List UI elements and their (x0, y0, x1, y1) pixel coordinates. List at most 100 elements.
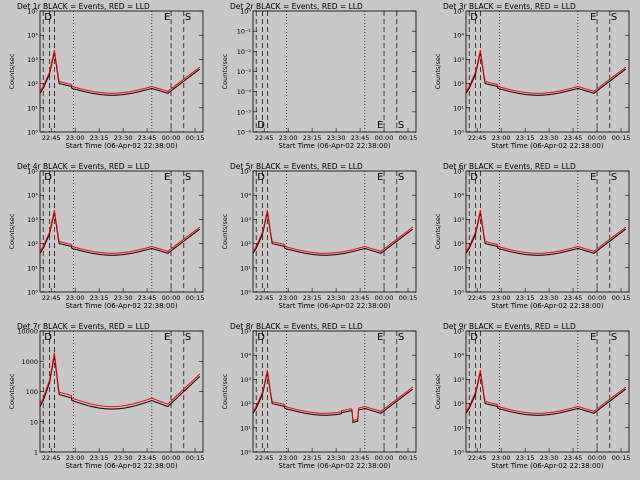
x-tick-label: 22:45 (255, 134, 274, 142)
x-axis-label: Start Time (06-Apr-02 22:38:00) (65, 142, 177, 150)
x-tick-label: 23:15 (90, 454, 109, 462)
y-tick-label: 10⁰ (240, 449, 251, 457)
y-axis-label: Counts/sec (434, 213, 442, 249)
x-tick-label: 00:15 (186, 294, 205, 302)
y-tick-label: 10² (240, 400, 251, 408)
x-tick-label: 23:45 (351, 134, 370, 142)
plot-frame (465, 170, 630, 293)
chart-title: Det 4r BLACK = Events, RED = LLD (17, 162, 150, 171)
x-axis-label: Start Time (06-Apr-02 22:38:00) (65, 462, 177, 470)
x-tick-label: 23:30 (114, 454, 133, 462)
x-tick-label: 23:45 (351, 294, 370, 302)
marker-d: D (44, 332, 52, 343)
marker-e: E (377, 332, 383, 343)
x-tick-label: 23:45 (138, 294, 157, 302)
x-tick-label: 22:45 (255, 294, 274, 302)
y-tick-label: 10⁴ (240, 352, 251, 360)
chart-svg: Det 3r BLACK = Events, RED = LLD 10⁰ 10¹ 10… (434, 2, 630, 150)
x-tick-label: 23:00 (66, 134, 85, 142)
detector-panel-3: Det 3r BLACK = Events, RED = LLD 10⁰ 10¹ 10… (426, 0, 639, 160)
chart-title: Det 9r BLACK = Events, RED = LLD (443, 322, 576, 331)
marker-s: S (185, 172, 191, 183)
x-tick-label: 23:30 (114, 294, 133, 302)
marker-s: S (398, 172, 404, 183)
y-tick-label: 10² (240, 240, 251, 248)
x-axis-label: Start Time (06-Apr-02 22:38:00) (491, 462, 603, 470)
chart-svg: Det 9r BLACK = Events, RED = LLD 10⁰ 10¹ 10… (434, 322, 630, 470)
y-tick-label: 10⁰ (453, 129, 464, 137)
x-tick-label: 22:45 (468, 454, 487, 462)
x-tick-label: 00:15 (399, 454, 418, 462)
y-tick-label: 10⁰ (453, 449, 464, 457)
x-tick-label: 00:15 (186, 454, 205, 462)
x-tick-label: 23:15 (90, 294, 109, 302)
x-tick-label: 23:15 (90, 134, 109, 142)
chart-svg: Det 1r BLACK = Events, RED = LLD 10⁰ 10¹ 10… (8, 2, 205, 150)
x-tick-label: 23:00 (279, 294, 298, 302)
chart-title: Det 3r BLACK = Events, RED = LLD (443, 2, 576, 11)
marker-e: E (164, 172, 170, 183)
marker-s: S (185, 12, 191, 23)
series-lld (39, 352, 201, 408)
y-tick-label: 10⁴ (453, 32, 464, 40)
chart-title: Det 2r BLACK = Events, RED = LLD (230, 2, 363, 11)
y-tick-label: 10³ (240, 216, 251, 224)
y-tick-label: 10⁵ (240, 328, 251, 336)
marker-e: E (590, 172, 596, 183)
y-tick-label: 10⁻⁴ (237, 88, 252, 96)
x-axis-label: Start Time (06-Apr-02 22:38:00) (491, 302, 603, 310)
y-tick-label: 10³ (453, 216, 464, 224)
marker-s: S (611, 332, 617, 343)
y-axis-label: Counts/sec (8, 373, 16, 409)
marker-d: D (257, 120, 265, 131)
x-tick-label: 23:45 (564, 454, 583, 462)
chart-title: Det 7r BLACK = Events, RED = LLD (17, 322, 150, 331)
y-tick-label: 10² (453, 80, 464, 88)
detector-panel-6: Det 6r BLACK = Events, RED = LLD 10⁰ 10¹ 10… (426, 160, 639, 320)
x-tick-label: 00:00 (162, 294, 181, 302)
y-tick-label: 10¹ (453, 424, 464, 432)
marker-d: D (44, 12, 52, 23)
detector-panel-2: Det 2r BLACK = Events, RED = LLD 10⁻⁶ 10⁻⁵… (213, 0, 426, 160)
series-lld (252, 210, 414, 254)
plot-frame (39, 10, 204, 133)
x-tick-label: 23:45 (564, 134, 583, 142)
y-tick-label: 1000 (21, 358, 38, 366)
series-lld (39, 50, 201, 94)
x-axis-label: Start Time (06-Apr-02 22:38:00) (65, 302, 177, 310)
x-tick-label: 23:15 (516, 294, 535, 302)
chart-svg: Det 7r BLACK = Events, RED = LLD 1 10 100 10… (8, 322, 205, 470)
y-tick-label: 10¹ (27, 264, 38, 272)
x-tick-label: 00:15 (612, 294, 631, 302)
y-tick-label: 10⁰ (240, 289, 251, 297)
x-tick-label: 00:15 (186, 134, 205, 142)
y-tick-label: 10⁵ (453, 328, 464, 336)
y-axis-label: Counts/sec (8, 213, 16, 249)
y-axis-label: Counts/sec (434, 53, 442, 89)
plot-frame (252, 10, 417, 133)
x-tick-label: 00:15 (399, 134, 418, 142)
chart-svg: Det 2r BLACK = Events, RED = LLD 10⁻⁶ 10⁻⁵… (221, 2, 418, 150)
y-tick-label: 10¹ (240, 264, 251, 272)
chart-title: Det 1r BLACK = Events, RED = LLD (17, 2, 150, 11)
series-events (465, 211, 627, 256)
x-tick-label: 23:15 (303, 134, 322, 142)
y-tick-label: 10² (453, 240, 464, 248)
y-tick-label: 10² (27, 80, 38, 88)
y-tick-label: 10² (453, 400, 464, 408)
series-events (465, 371, 627, 416)
y-tick-label: 100 (26, 388, 38, 396)
series-events (39, 355, 201, 410)
series-events (39, 51, 201, 96)
series-events (465, 51, 627, 96)
y-tick-label: 10³ (453, 376, 464, 384)
y-tick-label: 10 (30, 418, 38, 426)
chart-svg: Det 4r BLACK = Events, RED = LLD 10⁰ 10¹ 10… (8, 162, 205, 310)
y-tick-label: 10⁰ (27, 289, 38, 297)
x-axis-label: Start Time (06-Apr-02 22:38:00) (278, 462, 390, 470)
x-tick-label: 22:45 (255, 454, 274, 462)
x-tick-label: 23:00 (279, 134, 298, 142)
x-tick-label: 23:30 (114, 134, 133, 142)
y-tick-label: 10⁵ (453, 8, 464, 16)
x-axis-label: Start Time (06-Apr-02 22:38:00) (491, 142, 603, 150)
